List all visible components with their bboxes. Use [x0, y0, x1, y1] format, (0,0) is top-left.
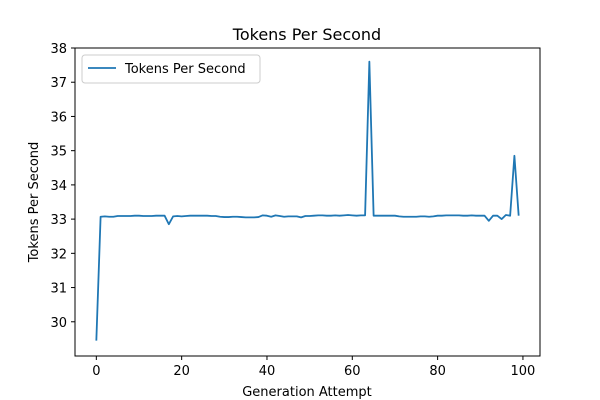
- chart-title: Tokens Per Second: [232, 25, 381, 44]
- x-tick-label: 80: [429, 364, 446, 379]
- x-tick-label: 40: [259, 364, 276, 379]
- y-tick-label: 32: [50, 247, 67, 262]
- axes-frame: [74, 47, 541, 357]
- y-tick-label: 38: [50, 42, 67, 57]
- x-tick-label: 20: [173, 364, 190, 379]
- y-tick-label: 37: [50, 76, 67, 91]
- series-line-0: [95, 60, 520, 341]
- x-tick-label: 0: [92, 364, 100, 379]
- x-tick-label: 100: [511, 364, 536, 379]
- y-tick-label: 34: [50, 179, 67, 194]
- x-tick-label: 60: [344, 364, 361, 379]
- legend-label: Tokens Per Second: [124, 62, 246, 77]
- plot-area: 0 20 40 60 80 100 30 31 32 33 34 35 36 37 38: [50, 42, 541, 379]
- y-tick-label: 36: [50, 110, 67, 125]
- y-axis-label: Tokens Per Second: [27, 142, 42, 264]
- y-tick-label: 30: [50, 316, 67, 331]
- y-tick-label: 31: [50, 282, 67, 297]
- x-axis-label: Generation Attempt: [242, 385, 372, 400]
- y-tick-label: 33: [50, 213, 67, 228]
- legend-box: [81, 54, 261, 84]
- legend: Tokens Per Second: [81, 54, 261, 84]
- y-tick-label: 35: [50, 145, 67, 160]
